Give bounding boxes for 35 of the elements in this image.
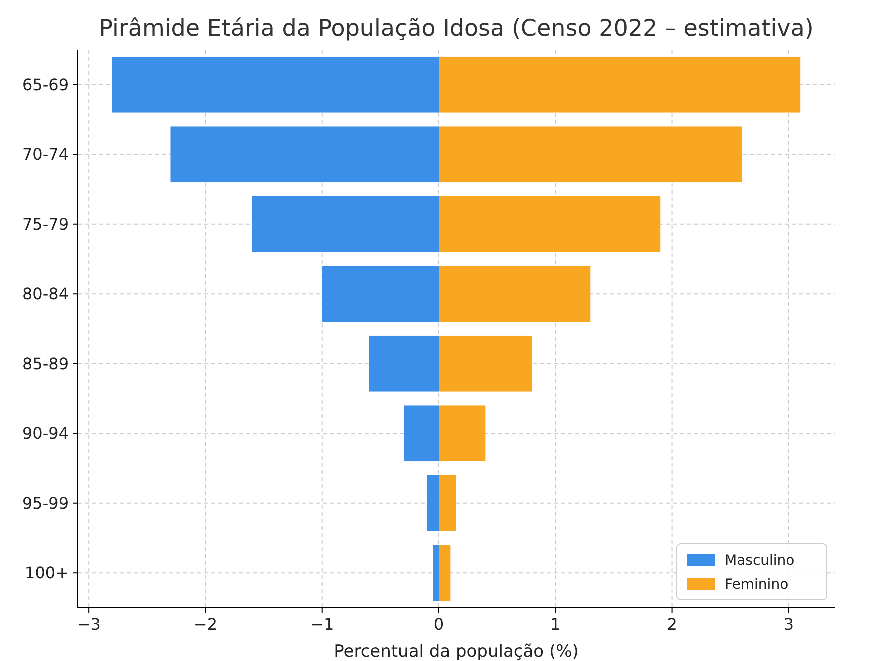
bar [439,406,486,462]
bar [439,475,456,532]
x-axis-title: Percentual da população (%) [334,642,579,661]
y-tick-label: 85-89 [22,354,69,374]
x-tick-label: 2 [667,615,678,634]
y-tick-label: 75-79 [22,214,69,234]
bar [112,56,440,113]
bar [439,126,742,183]
bar [404,406,440,462]
bar [439,196,661,252]
bar [433,545,440,602]
bar [170,126,440,183]
bar [252,196,440,252]
bar [439,266,591,322]
bar [439,56,801,113]
y-tick-label: 90-94 [22,424,69,444]
x-tick-label: −2 [194,615,218,634]
x-tick-label: 3 [784,615,794,634]
legend-label: Feminino [725,576,789,593]
bar [439,336,532,392]
bar [322,266,440,322]
y-tick-label: 70-74 [22,145,69,164]
bar [427,475,440,532]
x-tick-label: −3 [77,615,101,634]
x-tick-label: 1 [550,615,561,634]
y-tick-label: 80-84 [22,284,69,304]
x-tick-label: −1 [310,615,334,634]
x-tick-label: 0 [434,615,444,634]
chart-title: Pirâmide Etária da População Idosa (Censo 2022 – estimativa) [99,16,814,42]
y-tick-label: 95-99 [22,494,69,513]
legend-label: Masculino [725,552,795,569]
y-tick-label: 65-69 [22,75,69,94]
bar [369,336,440,392]
bar [439,545,451,602]
y-tick-label: 100+ [25,564,69,583]
